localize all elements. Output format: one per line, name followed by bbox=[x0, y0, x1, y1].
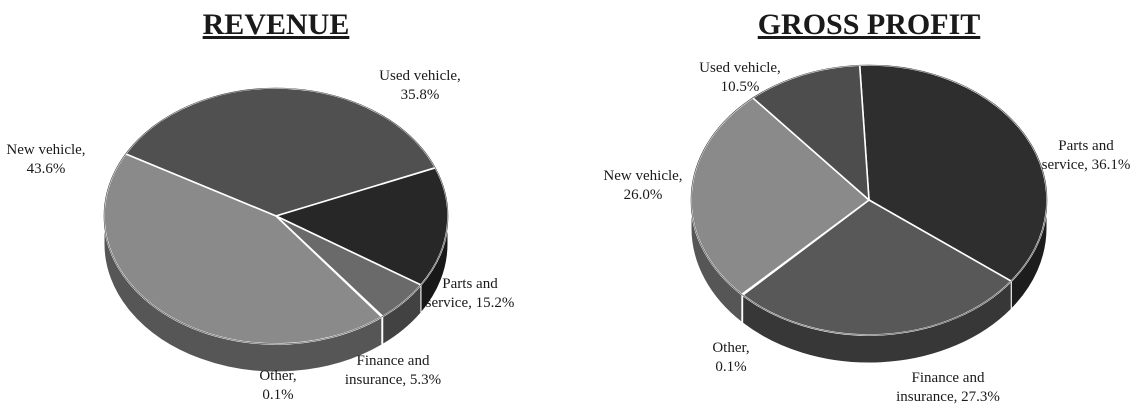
revenue-label-finance-and-line-1: Finance and bbox=[357, 353, 430, 369]
gross-profit-label-new-vehicle-line-1: New vehicle, bbox=[603, 168, 682, 184]
gross-profit-pie-top bbox=[690, 64, 1048, 336]
revenue-label-parts-and-line-2: service, 15.2% bbox=[426, 295, 515, 311]
gross-profit-label-parts-and-line-1: Parts and bbox=[1058, 138, 1114, 154]
revenue-chart-title: REVENUE bbox=[203, 8, 350, 41]
gross-profit-label-other-line-1: Other, bbox=[712, 340, 749, 356]
gross-profit-label-new-vehicle-line-2: 26.0% bbox=[624, 187, 663, 203]
gross-profit-pie-outline bbox=[690, 64, 1048, 336]
gross-profit-pie-labels: Parts and service, 36.1% Finance and insura… bbox=[603, 60, 1130, 405]
revenue-label-other-line-2: 0.1% bbox=[262, 387, 293, 403]
revenue-pie-top bbox=[103, 87, 449, 345]
revenue-label-parts-and: Parts and service, 15.2% bbox=[426, 276, 515, 311]
gross-profit-label-finance-and-line-1: Finance and bbox=[912, 370, 985, 386]
revenue-pie-outline bbox=[103, 87, 449, 345]
gross-profit-label-finance-and-line-2: insurance, 27.3% bbox=[896, 389, 1000, 405]
revenue-label-used-vehicle: Used vehicle, 35.8% bbox=[379, 68, 461, 103]
gross-profit-label-used-vehicle-line-2: 10.5% bbox=[721, 79, 760, 95]
revenue-label-new-vehicle-line-2: 43.6% bbox=[27, 161, 66, 177]
gross-profit-label-parts-and: Parts and service, 36.1% bbox=[1042, 138, 1131, 173]
revenue-pie-labels: Used vehicle, 35.8% Parts and service, 15.2… bbox=[6, 68, 514, 403]
revenue-label-used-vehicle-line-2: 35.8% bbox=[401, 87, 440, 103]
gross-profit-label-parts-and-line-2: service, 36.1% bbox=[1042, 157, 1131, 173]
gross-profit-label-finance-and: Finance and insurance, 27.3% bbox=[896, 370, 1000, 405]
gross-profit-label-other: Other, 0.1% bbox=[712, 340, 749, 375]
gross-profit-pie-chart: GROSS PROFIT Parts and service, 36.1% Fina… bbox=[603, 8, 1130, 405]
revenue-label-other-line-1: Other, bbox=[259, 368, 296, 384]
revenue-label-parts-and-line-1: Parts and bbox=[442, 276, 498, 292]
gross-profit-label-new-vehicle: New vehicle, 26.0% bbox=[603, 168, 682, 203]
gross-profit-chart-title: GROSS PROFIT bbox=[758, 8, 981, 41]
gross-profit-label-used-vehicle-line-1: Used vehicle, bbox=[699, 60, 781, 76]
revenue-label-other: Other, 0.1% bbox=[259, 368, 296, 403]
revenue-label-new-vehicle-line-1: New vehicle, bbox=[6, 142, 85, 158]
revenue-label-finance-and-line-2: insurance, 5.3% bbox=[345, 372, 441, 388]
gross-profit-label-other-line-2: 0.1% bbox=[715, 359, 746, 375]
revenue-label-used-vehicle-line-1: Used vehicle, bbox=[379, 68, 461, 84]
revenue-pie-chart: REVENUE Used vehicle, 35.8% Parts and servi… bbox=[6, 8, 514, 403]
revenue-label-new-vehicle: New vehicle, 43.6% bbox=[6, 142, 85, 177]
revenue-label-finance-and: Finance and insurance, 5.3% bbox=[345, 353, 441, 388]
gross-profit-label-used-vehicle: Used vehicle, 10.5% bbox=[699, 60, 781, 95]
